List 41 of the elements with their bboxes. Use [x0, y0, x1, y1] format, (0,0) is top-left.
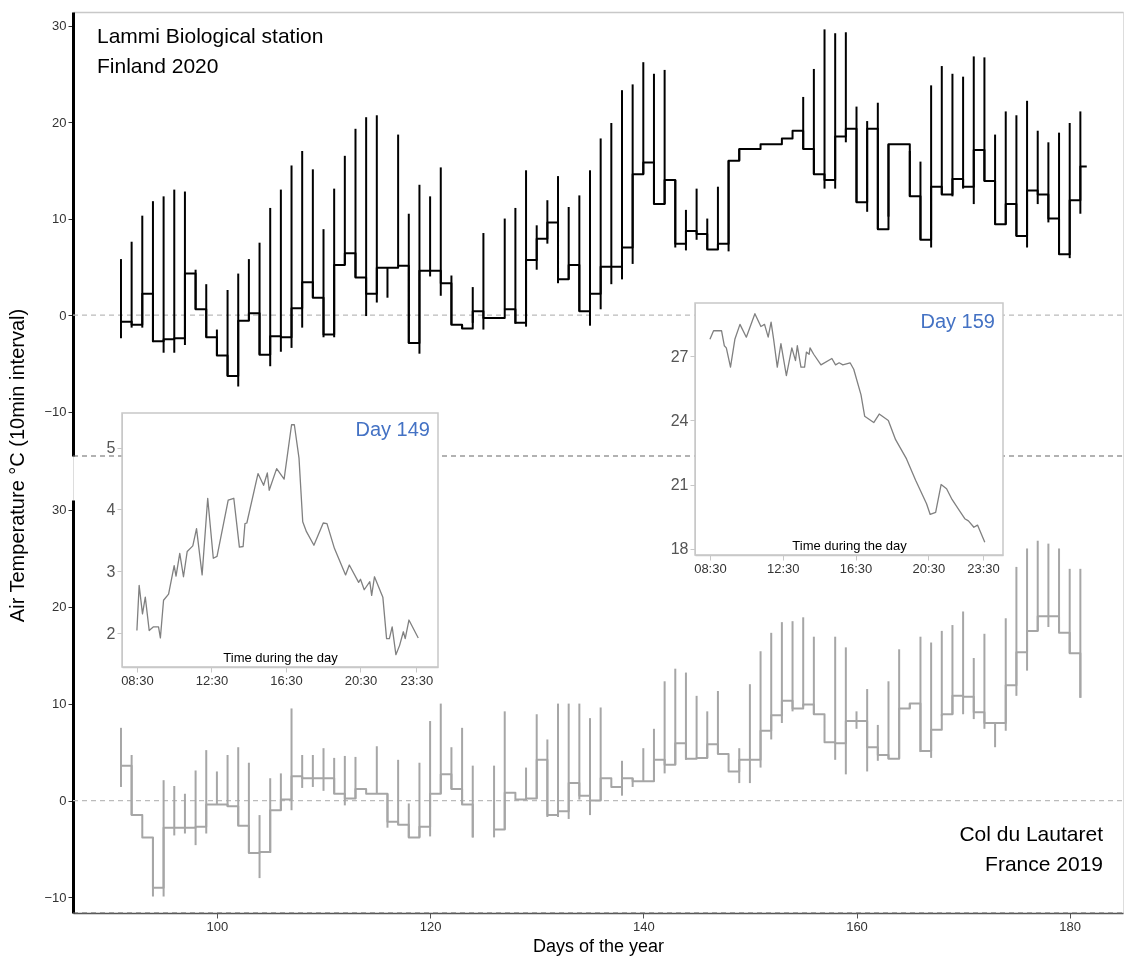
x-tick-label: 12:30	[766, 560, 800, 576]
y-tick-label: 30	[52, 18, 67, 34]
y-tick-label: 0	[59, 793, 67, 809]
x-axis-title: Time during the day	[223, 649, 339, 665]
y-tick-label: −10	[44, 404, 67, 420]
y-tick-label: −10	[44, 889, 67, 905]
chart-title: Day 159	[920, 310, 995, 332]
y-tick-label: 10	[52, 211, 67, 227]
x-tick-label: 160	[846, 918, 868, 934]
y-tick-label: 20	[52, 599, 67, 615]
y-tick-label: 24	[670, 411, 689, 429]
x-tick-label: 08:30	[121, 672, 154, 688]
y-tick-label: 3	[106, 562, 116, 580]
y-tick-label: 18	[670, 540, 689, 558]
y-tick-label: 27	[670, 347, 689, 365]
y-tick-label: 21	[670, 476, 689, 494]
y-tick-label: 10	[52, 696, 67, 712]
y-tick-label: 0	[59, 307, 67, 323]
x-tick-label: 16:30	[270, 672, 303, 688]
x-tick-label: 08:30	[694, 560, 727, 576]
y-tick-label: 4	[106, 500, 116, 518]
x-tick-label: 16:30	[839, 560, 873, 576]
text: Col du Lautaret France 2019	[959, 822, 1104, 875]
y-tick-label: 2	[106, 624, 116, 642]
x-axis-title: Time during the day	[792, 537, 908, 553]
x-axis-title: Days of the year	[532, 935, 665, 956]
text: Lammi Biological station Finland 2020	[97, 24, 324, 77]
x-tick-label: 12:30	[195, 672, 229, 688]
chart-title: Day 149	[355, 418, 430, 440]
x-tick-label: 20:30	[344, 672, 378, 688]
x-tick-label: 180	[1059, 918, 1082, 934]
y-tick-label: 5	[106, 439, 116, 457]
y-tick-label: 30	[52, 502, 67, 518]
x-tick-label: 100	[206, 918, 229, 934]
y-tick-label: 20	[52, 114, 67, 130]
x-tick-label: 23:30	[967, 560, 1000, 576]
x-tick-label: 23:30	[400, 672, 434, 688]
x-tick-label: 20:30	[912, 560, 946, 576]
x-tick-label: 140	[632, 918, 655, 934]
y-axis-title: Air Temperature °C (10min interval)	[6, 308, 28, 623]
x-tick-label: 120	[419, 918, 442, 934]
